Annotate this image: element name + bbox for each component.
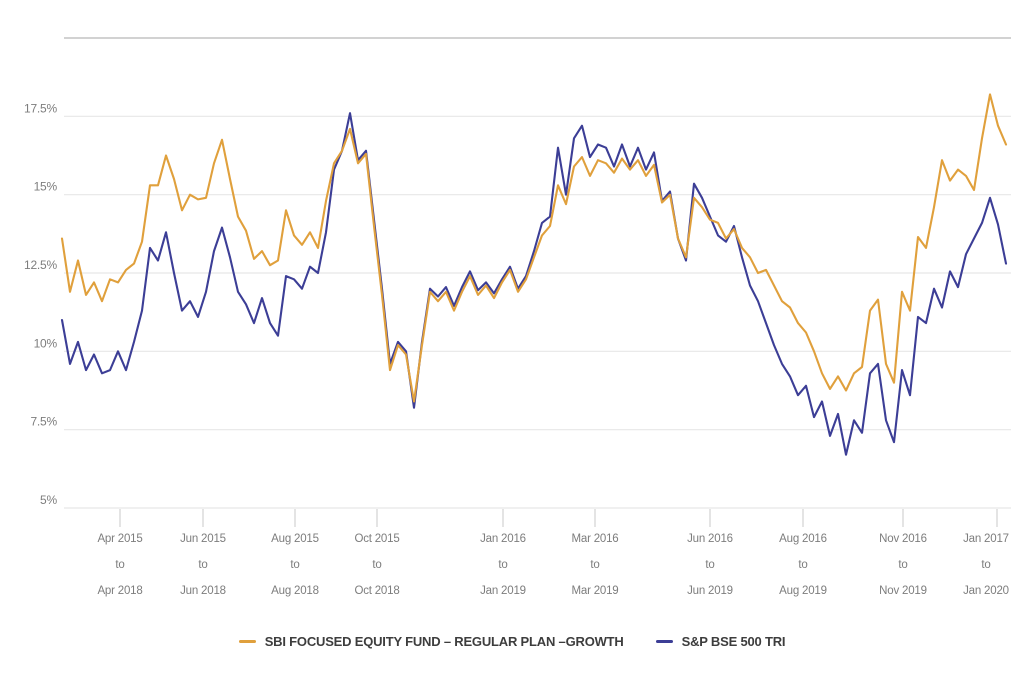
legend-label-sbi-fund: SBI FOCUSED EQUITY FUND – REGULAR PLAN –…	[264, 634, 624, 649]
chart-canvas: 17.5% 15% 12.5% 10% 7.5% 5% Apr 2015 to Apr 2018…	[24, 37, 1011, 597]
x-axis-label: Aug 2015 to Aug 2018	[271, 533, 319, 597]
series-line-sp-bse-500-tri	[60, 112, 1008, 456]
x-axis-label: Jun 2016 to Jun 2019	[687, 533, 733, 597]
legend-item-sbi-fund: SBI FOCUSED EQUITY FUND – REGULAR PLAN –…	[238, 634, 624, 649]
chart-legend: SBI FOCUSED EQUITY FUND – REGULAR PLAN –…	[0, 634, 1024, 649]
legend-swatch-sbi-fund-icon	[238, 640, 256, 643]
legend-swatch-bse-500-tri-icon	[655, 640, 673, 643]
y-axis-label: 12.5%	[24, 258, 58, 272]
x-axis-label: Oct 2015 to Oct 2018	[354, 533, 399, 597]
y-axis-label: 17.5%	[24, 101, 58, 115]
y-axis-label: 10%	[34, 336, 58, 350]
y-axis-labels: 17.5% 15% 12.5% 10% 7.5% 5%	[24, 101, 58, 507]
legend-item-bse-500-tri: S&P BSE 500 TRI	[655, 634, 786, 649]
x-axis-labels: Apr 2015 to Apr 2018 Jun 2015 to Jun 2018 Aug …	[97, 533, 1009, 597]
x-axis-label: Apr 2015 to Apr 2018	[97, 533, 142, 597]
y-axis-label: 15%	[34, 180, 58, 194]
x-axis-ticks	[119, 509, 998, 527]
y-gridlines	[64, 37, 1011, 509]
legend-label-bse-500-tri: S&P BSE 500 TRI	[681, 634, 786, 649]
y-axis-label: 5%	[40, 493, 57, 507]
x-axis-label: Jan 2017 to Jan 2020	[963, 533, 1009, 597]
x-axis-label: Aug 2016 to Aug 2019	[779, 533, 827, 597]
series-line-sbi-focused-equity-fund	[60, 93, 1008, 403]
y-axis-label: 7.5%	[30, 415, 57, 429]
x-axis-label: Jan 2016 to Jan 2019	[480, 533, 526, 597]
x-axis-label: Mar 2016 to Mar 2019	[572, 533, 619, 597]
x-axis-label: Jun 2015 to Jun 2018	[180, 533, 226, 597]
x-axis-label: Nov 2016 to Nov 2019	[879, 533, 927, 597]
